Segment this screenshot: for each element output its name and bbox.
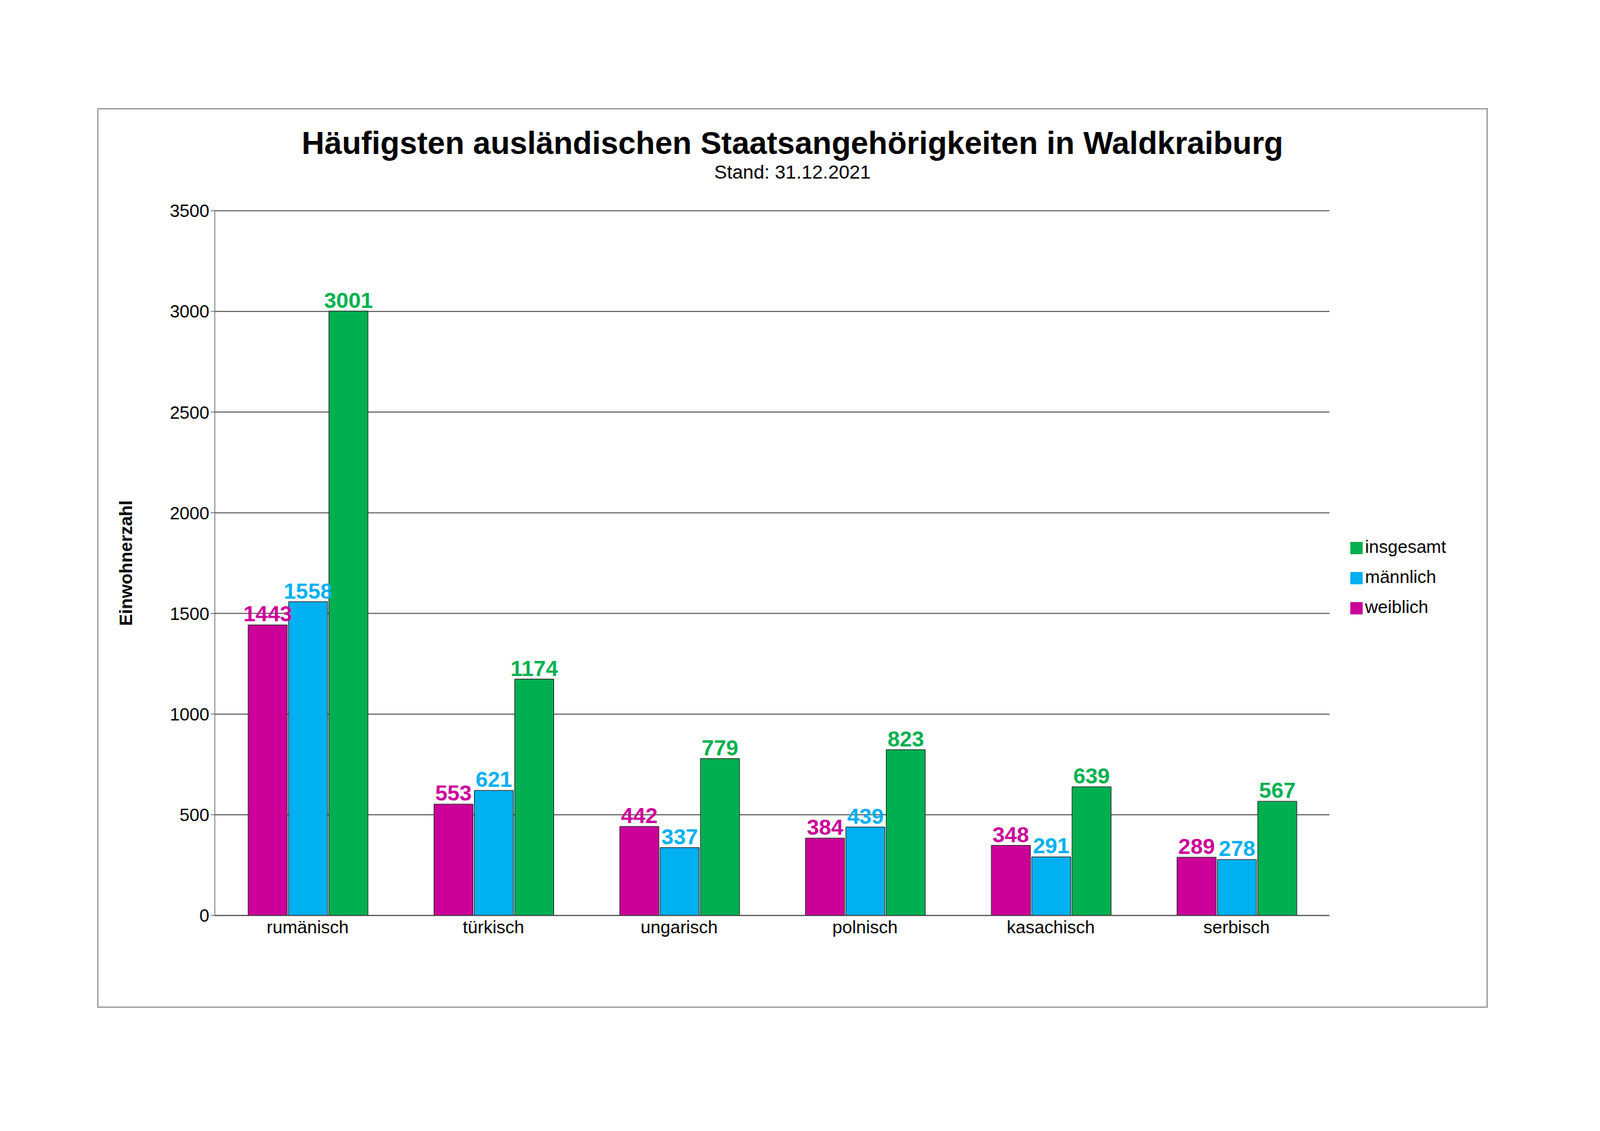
svg-text:639: 639	[1073, 763, 1110, 789]
html-text:insgesamt: insgesamt	[1365, 536, 1447, 557]
svg-text:500: 500	[179, 804, 210, 825]
svg-text:823: 823	[887, 726, 924, 752]
svg-text:serbisch: serbisch	[1203, 916, 1270, 938]
svg-text:0: 0	[199, 905, 210, 926]
svg-text:278: 278	[1218, 835, 1256, 861]
svg-text:polnisch: polnisch	[832, 916, 898, 938]
svg-text:kasachisch: kasachisch	[1006, 916, 1096, 938]
svg-text:1174: 1174	[510, 656, 559, 681]
svg-text:ungarisch: ungarisch	[640, 916, 719, 938]
svg-text:779: 779	[701, 735, 739, 760]
svg-text:türkisch: türkisch	[463, 916, 525, 938]
svg-text:rumänisch: rumänisch	[266, 916, 349, 938]
svg-text:1000: 1000	[169, 703, 210, 725]
svg-text:Einwohnerzahl: Einwohnerzahl	[115, 500, 137, 626]
html-text:weiblich: weiblich	[1365, 596, 1429, 618]
svg-text:567: 567	[1259, 777, 1296, 803]
svg-text:2500: 2500	[169, 402, 210, 423]
svg-text:1500: 1500	[169, 603, 210, 624]
svg-text:3000: 3000	[169, 300, 210, 322]
svg-text:384: 384	[806, 814, 844, 840]
svg-text:1558: 1558	[283, 578, 333, 604]
svg-text:289: 289	[1178, 833, 1215, 859]
svg-text:3500: 3500	[169, 200, 210, 221]
svg-text:2000: 2000	[169, 502, 210, 524]
html-text:männlich: männlich	[1365, 566, 1437, 587]
svg-text:348: 348	[992, 822, 1029, 847]
html-text:Stand: 31.12.2021: Stand: 31.12.2021	[714, 161, 871, 183]
svg-text:291: 291	[1032, 833, 1070, 858]
svg-text:337: 337	[661, 824, 698, 849]
svg-text:553: 553	[435, 780, 472, 806]
svg-text:1443: 1443	[243, 601, 293, 626]
svg-text:442: 442	[621, 803, 658, 828]
html-text:Häufigsten ausländischen Staat: Häufigsten ausländischen Staatsangehörig…	[301, 125, 1284, 161]
svg-text:3001: 3001	[324, 287, 373, 313]
svg-text:621: 621	[475, 766, 512, 792]
svg-text:439: 439	[846, 803, 884, 829]
